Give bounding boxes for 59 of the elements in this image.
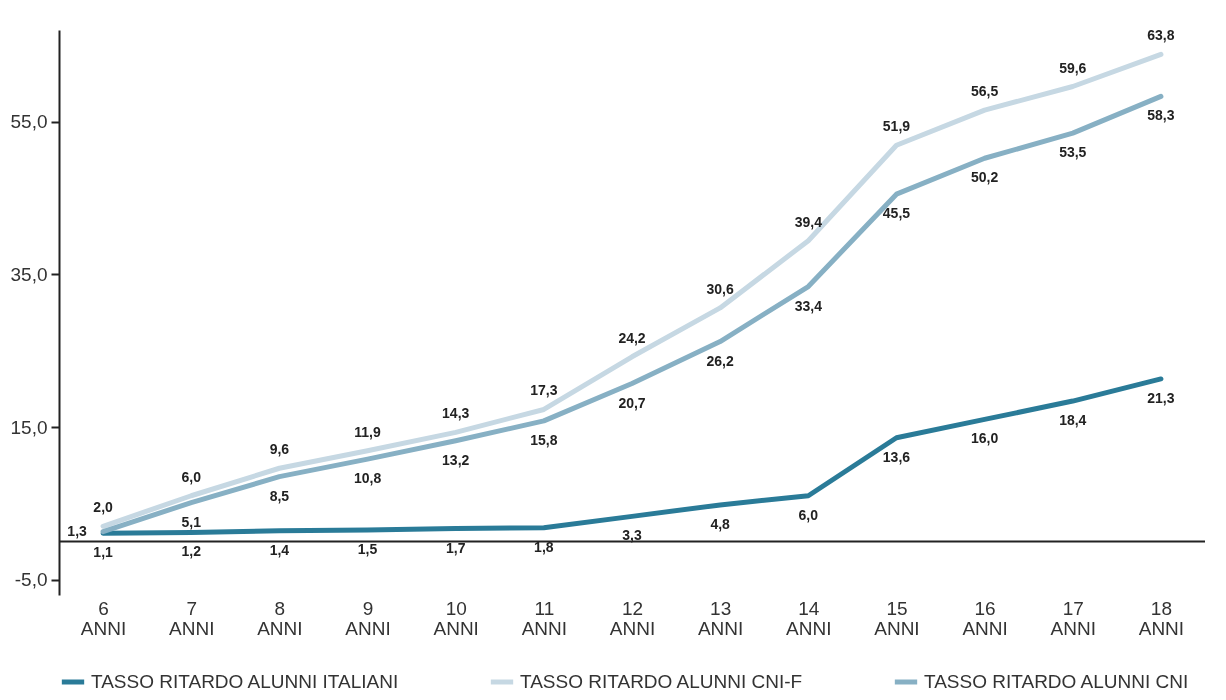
data-label: 6,0 — [181, 468, 202, 485]
x-tick-label: 9 ANNI — [345, 597, 391, 639]
x-tick-label: 13 ANNI — [697, 597, 744, 639]
data-label: 24,2 — [618, 329, 646, 346]
x-tick-label: 17 ANNI — [1050, 597, 1096, 639]
data-label: 16,0 — [970, 430, 999, 447]
data-label: 6,0 — [798, 506, 819, 523]
y-tick-label: 35,0 — [10, 263, 48, 285]
data-label: 63,8 — [1147, 27, 1175, 44]
x-tick-label: 11 ANNI — [521, 597, 568, 639]
data-label: 13,6 — [882, 448, 911, 465]
data-label: 1,1 — [93, 544, 114, 561]
data-label: 11,9 — [354, 423, 381, 440]
data-label: 26,2 — [706, 352, 734, 369]
data-label: 3,3 — [622, 527, 642, 544]
data-label: 15,8 — [530, 431, 558, 448]
data-label: 21,3 — [1147, 389, 1175, 406]
data-label: 4,8 — [710, 515, 731, 532]
y-tick-label: 15,0 — [10, 416, 48, 438]
legend-label: TASSO RITARDO ALUNNI CNI-F — [520, 671, 803, 692]
data-label: 50,2 — [970, 169, 999, 186]
data-label: 17,3 — [530, 382, 558, 399]
data-label: 8,5 — [269, 487, 290, 504]
data-label: 1,3 — [67, 522, 88, 539]
x-tick-label: 10 ANNI — [433, 597, 479, 639]
data-label: 9,6 — [269, 441, 290, 458]
x-tick-label: 12 ANNI — [609, 597, 656, 639]
data-label: 2,0 — [93, 499, 114, 516]
x-tick-label: 18 ANNI — [1138, 597, 1185, 639]
data-label: 58,3 — [1147, 107, 1175, 124]
x-tick-label: 14 ANNI — [786, 597, 832, 639]
x-tick-label: 7 ANNI — [169, 597, 215, 639]
data-label: 51,9 — [882, 118, 911, 135]
data-label: 1,4 — [269, 541, 290, 558]
data-label: 1,5 — [357, 541, 378, 558]
data-label: 20,7 — [618, 394, 646, 411]
data-label: 18,4 — [1059, 412, 1087, 429]
legend-label: TASSO RITARDO ALUNNI ITALIANI — [91, 671, 399, 692]
y-tick-label: -5,0 — [14, 569, 48, 591]
x-tick-label: 15 ANNI — [874, 597, 920, 639]
data-label: 5,1 — [181, 513, 202, 530]
data-label: 45,5 — [882, 205, 911, 222]
data-label: 14,3 — [442, 405, 470, 422]
legend-label: TASSO RITARDO ALUNNI CNI — [924, 671, 1189, 692]
data-label: 13,2 — [442, 451, 470, 468]
data-label: 1,8 — [534, 538, 554, 555]
data-label: 1,2 — [181, 543, 202, 560]
data-label: 30,6 — [706, 280, 734, 297]
data-label: 33,4 — [794, 297, 823, 314]
data-label: 39,4 — [794, 213, 823, 230]
x-tick-label: 8 ANNI — [257, 597, 303, 639]
y-tick-label: 55,0 — [10, 111, 48, 133]
x-tick-label: 6 ANNI — [80, 597, 127, 639]
data-label: 10,8 — [353, 470, 382, 487]
data-label: 56,5 — [970, 83, 999, 100]
data-label: 1,7 — [445, 539, 466, 556]
x-tick-label: 16 ANNI — [962, 597, 1008, 639]
data-label: 59,6 — [1059, 59, 1087, 76]
data-label: 53,5 — [1059, 144, 1087, 161]
